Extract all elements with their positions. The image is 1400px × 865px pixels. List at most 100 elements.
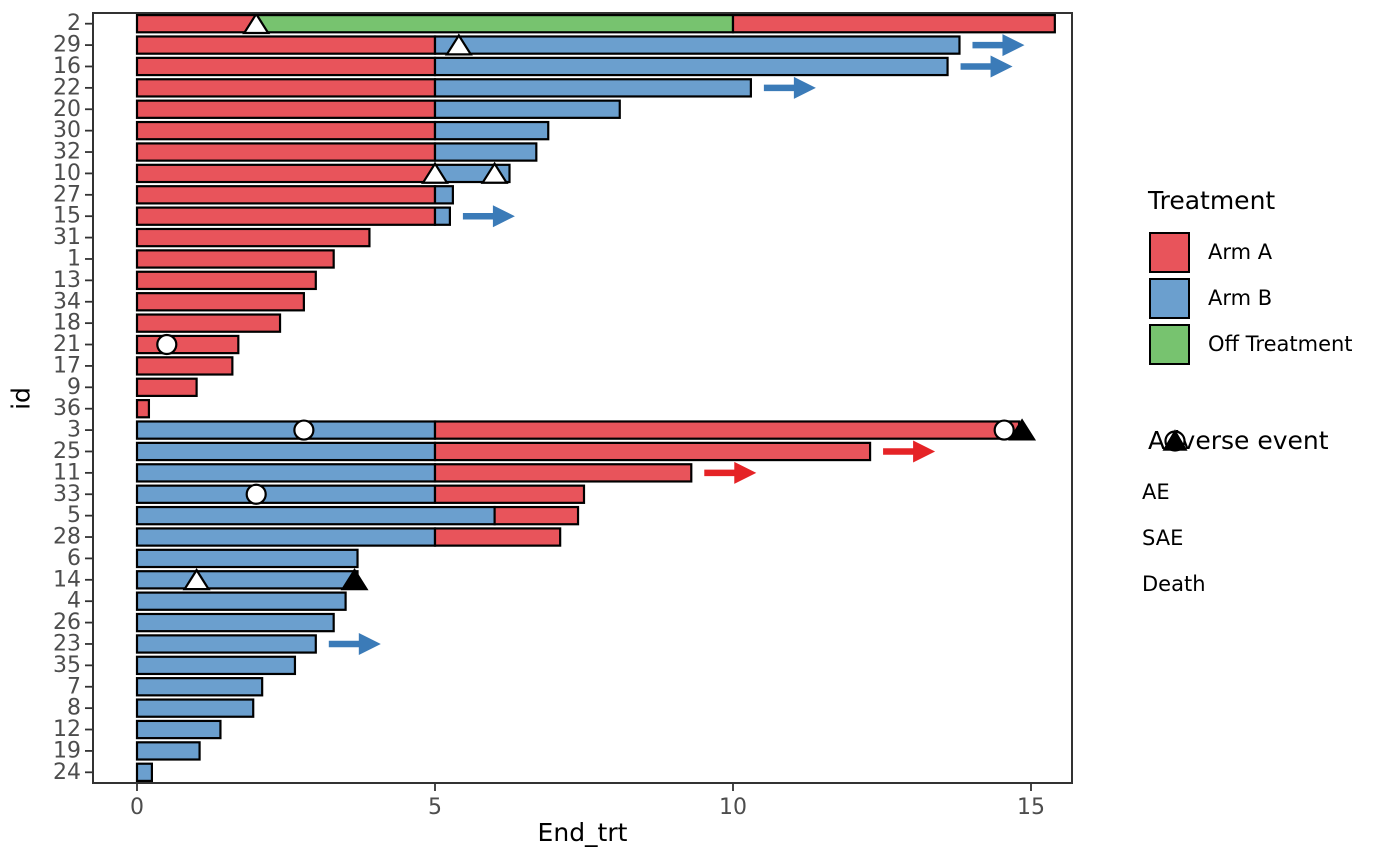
- swimmer-row-32: [135, 142, 538, 162]
- bar-segment: [433, 527, 562, 547]
- y-tick-label: 24: [53, 760, 81, 785]
- arm-b-label: Arm B: [1208, 286, 1273, 310]
- swimmer-row-14: [135, 568, 369, 591]
- legend-item-off-treatment: Off Treatment: [1142, 321, 1400, 367]
- bar-segment: [135, 570, 359, 590]
- swimmer-row-7: [135, 677, 264, 697]
- bar-segment: [135, 35, 437, 55]
- bar-segment: [135, 591, 347, 611]
- y-tick-label: 12: [53, 717, 81, 742]
- arm-b-swatch: [1149, 277, 1190, 319]
- bar-segment: [135, 612, 335, 633]
- y-tick-label: 19: [53, 738, 81, 763]
- swimmer-row-8: [135, 698, 255, 718]
- bar-segment: [135, 420, 437, 440]
- x-tick-label: 0: [130, 795, 144, 820]
- y-tick-label: 3: [67, 418, 81, 443]
- bar-segment: [135, 441, 437, 462]
- y-tick-label: 10: [53, 161, 81, 186]
- y-tick-label: 11: [53, 460, 81, 485]
- y-tick-label: 26: [53, 610, 81, 635]
- bar-segment: [135, 78, 437, 98]
- swimmer-row-36: [135, 398, 151, 419]
- ae-marker: [245, 483, 267, 505]
- swimmer-row-17: [135, 356, 234, 376]
- bar-segment: [135, 634, 317, 654]
- swimmer-row-26: [135, 612, 335, 633]
- bar-segment: [135, 99, 437, 119]
- bar-segment: [135, 527, 437, 547]
- ongoing-arrow-head: [358, 632, 381, 655]
- bar-segment: [135, 377, 198, 398]
- swimmer-row-9: [135, 377, 198, 398]
- swimmer-row-22: [135, 76, 816, 99]
- y-tick-label: 1: [67, 246, 81, 271]
- y-tick-label: 25: [53, 439, 81, 464]
- swimmer-row-27: [135, 185, 454, 205]
- swimmer-row-1: [135, 249, 335, 269]
- y-tick-label: 29: [53, 33, 81, 58]
- bar-segment: [135, 356, 234, 376]
- off-treatment-label: Off Treatment: [1208, 332, 1353, 356]
- bar-segment: [135, 227, 371, 248]
- bar-segment: [433, 185, 454, 205]
- y-tick-label: 31: [53, 225, 81, 250]
- bar-segment: [433, 206, 451, 226]
- legend-treatment: Treatment Arm A Arm B Off Treatment: [1142, 186, 1400, 367]
- x-tick-label: 10: [719, 795, 747, 820]
- sae-marker: [421, 161, 449, 184]
- y-tick-label: 30: [53, 118, 81, 143]
- y-tick-label: 20: [53, 97, 81, 122]
- legend-adverse-event: Adverse event AE SAE Death: [1142, 426, 1400, 607]
- y-tick-label: 28: [53, 525, 81, 550]
- bar-segment: [135, 762, 153, 783]
- swimmer-row-12: [135, 719, 222, 740]
- bar-segment: [135, 698, 255, 718]
- x-tick-label: 15: [1017, 795, 1045, 820]
- swimmer-row-30: [135, 120, 550, 141]
- y-tick-label: 16: [53, 54, 81, 79]
- swimmer-row-33: [135, 483, 586, 505]
- y-tick-label: 4: [67, 589, 81, 614]
- y-tick-label: 8: [67, 696, 81, 721]
- swimmer-row-31: [135, 227, 371, 248]
- death-filled-triangle-icon: [1162, 429, 1188, 451]
- y-tick-label: 17: [53, 353, 81, 378]
- bar-segment: [433, 120, 550, 141]
- y-tick-label: 13: [53, 268, 81, 293]
- swimmer-row-28: [135, 527, 562, 547]
- swimmer-row-34: [135, 292, 305, 312]
- swimmer-row-10: [135, 161, 511, 184]
- legend-item-arm-a: Arm A: [1142, 229, 1400, 275]
- sae-marker: [480, 161, 509, 184]
- bar-segment: [135, 292, 305, 312]
- y-tick-label: 15: [53, 204, 81, 229]
- bar-segment: [433, 463, 693, 483]
- bar-segment: [135, 505, 496, 526]
- bar-segment: [433, 142, 538, 162]
- sae-marker: [444, 33, 473, 56]
- bar-segment: [135, 719, 222, 740]
- sae-marker: [182, 568, 211, 591]
- legend-item-sae: SAE: [1142, 429, 1400, 561]
- y-tick-label: 7: [67, 674, 81, 699]
- y-tick-label: 35: [53, 653, 81, 678]
- bar-segment: [433, 420, 1021, 440]
- swimmer-row-18: [135, 313, 282, 333]
- death-marker: [340, 568, 369, 591]
- bar-segment: [135, 249, 335, 269]
- bar-segment: [433, 35, 961, 55]
- swimmer-row-5: [135, 505, 580, 526]
- bar-segment: [135, 270, 317, 291]
- ongoing-arrow-head: [1002, 34, 1025, 57]
- y-tick-label: 14: [53, 567, 81, 592]
- y-tick-label: 32: [53, 140, 81, 165]
- bar-segment: [135, 120, 437, 141]
- y-tick-label: 22: [53, 75, 81, 100]
- y-tick-label: 34: [53, 289, 81, 314]
- bar-segment: [433, 484, 586, 504]
- bar-segment: [135, 677, 264, 697]
- y-tick-label: 21: [53, 332, 81, 357]
- x-tick-label: 5: [428, 795, 442, 820]
